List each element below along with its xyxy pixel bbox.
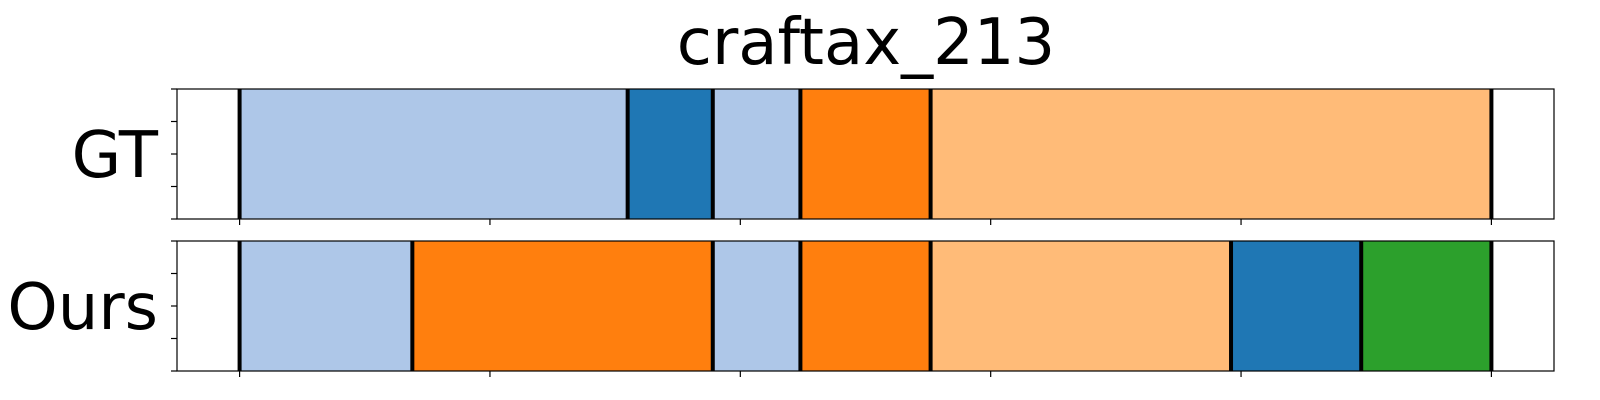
segment-ours-0 xyxy=(239,241,413,371)
segment-gt-2 xyxy=(712,89,801,219)
segment-ours-2 xyxy=(712,241,801,371)
segment-ours-1 xyxy=(412,241,713,371)
segment-gt-1 xyxy=(627,89,713,219)
segment-ours-3 xyxy=(800,241,931,371)
chart-title: craftax_213 xyxy=(677,6,1055,80)
segment-ours-4 xyxy=(930,241,1232,371)
segment-ours-6 xyxy=(1361,241,1492,371)
segment-gt-0 xyxy=(239,89,628,219)
row-label-gt: GT xyxy=(72,119,159,193)
segment-gt-3 xyxy=(800,89,931,219)
rows-group: GT Ours xyxy=(7,88,1555,377)
segment-gt-4 xyxy=(930,89,1492,219)
segment-ours-5 xyxy=(1231,241,1362,371)
row-label-ours: Ours xyxy=(7,271,158,345)
